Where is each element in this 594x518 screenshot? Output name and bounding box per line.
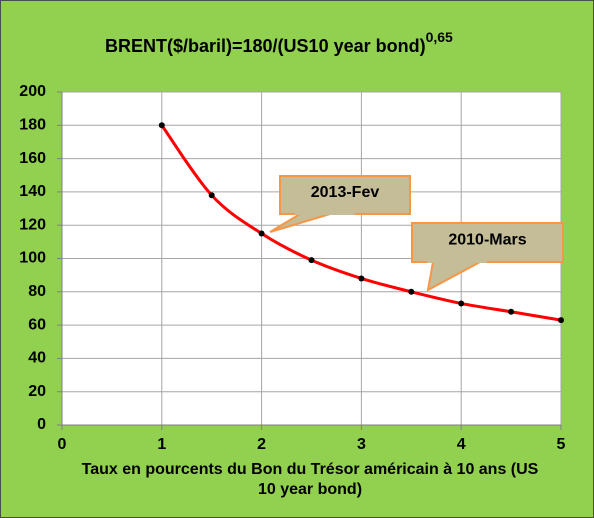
callout-box <box>279 175 411 215</box>
y-tick-label: 180 <box>19 117 46 134</box>
y-tick-label: 40 <box>28 350 46 367</box>
y-tick-label: 100 <box>19 250 46 267</box>
x-tick-label: 5 <box>557 436 566 453</box>
y-tick-label: 60 <box>28 316 46 333</box>
y-tick-label: 80 <box>28 283 46 300</box>
callout-tail <box>426 261 481 292</box>
x-tick-label: 3 <box>357 436 366 453</box>
point <box>558 317 564 324</box>
y-tick-label: 160 <box>19 150 46 167</box>
point <box>258 230 265 237</box>
x-tick-label: 4 <box>457 436 466 453</box>
title-exponent: 0,65 <box>426 29 453 45</box>
callout-joint <box>295 212 355 215</box>
chart-title: BRENT($/baril)=180/(US10 year bond)0,65 <box>105 29 453 56</box>
title-main: BRENT($/baril)=180/(US10 year bond) <box>105 36 426 56</box>
callout-box <box>411 222 564 263</box>
point <box>158 122 165 129</box>
x-label-box: Taux en pourcents du Bon du Trésor améri… <box>81 461 539 498</box>
point <box>458 300 465 307</box>
y-tick-label: 20 <box>28 383 46 400</box>
x-tick-label: 0 <box>58 436 67 453</box>
x-axis-label: Taux en pourcents du Bon du Trésor améri… <box>81 461 539 498</box>
annotation: 2010-Mars <box>448 232 526 249</box>
point <box>308 257 315 264</box>
y-tick-label: 0 <box>37 416 46 433</box>
callout-tail <box>269 213 331 233</box>
callout-joint <box>427 260 487 263</box>
point <box>208 192 215 199</box>
y-tick-label: 200 <box>19 83 46 100</box>
point <box>358 275 365 282</box>
annotation: 2013-Fev <box>311 184 380 201</box>
y-tick-label: 120 <box>19 216 46 233</box>
y-tick-label: 140 <box>19 183 46 200</box>
x-tick-label: 2 <box>257 436 266 453</box>
point <box>408 288 415 295</box>
x-tick-label: 1 <box>157 436 166 453</box>
point <box>508 308 515 315</box>
